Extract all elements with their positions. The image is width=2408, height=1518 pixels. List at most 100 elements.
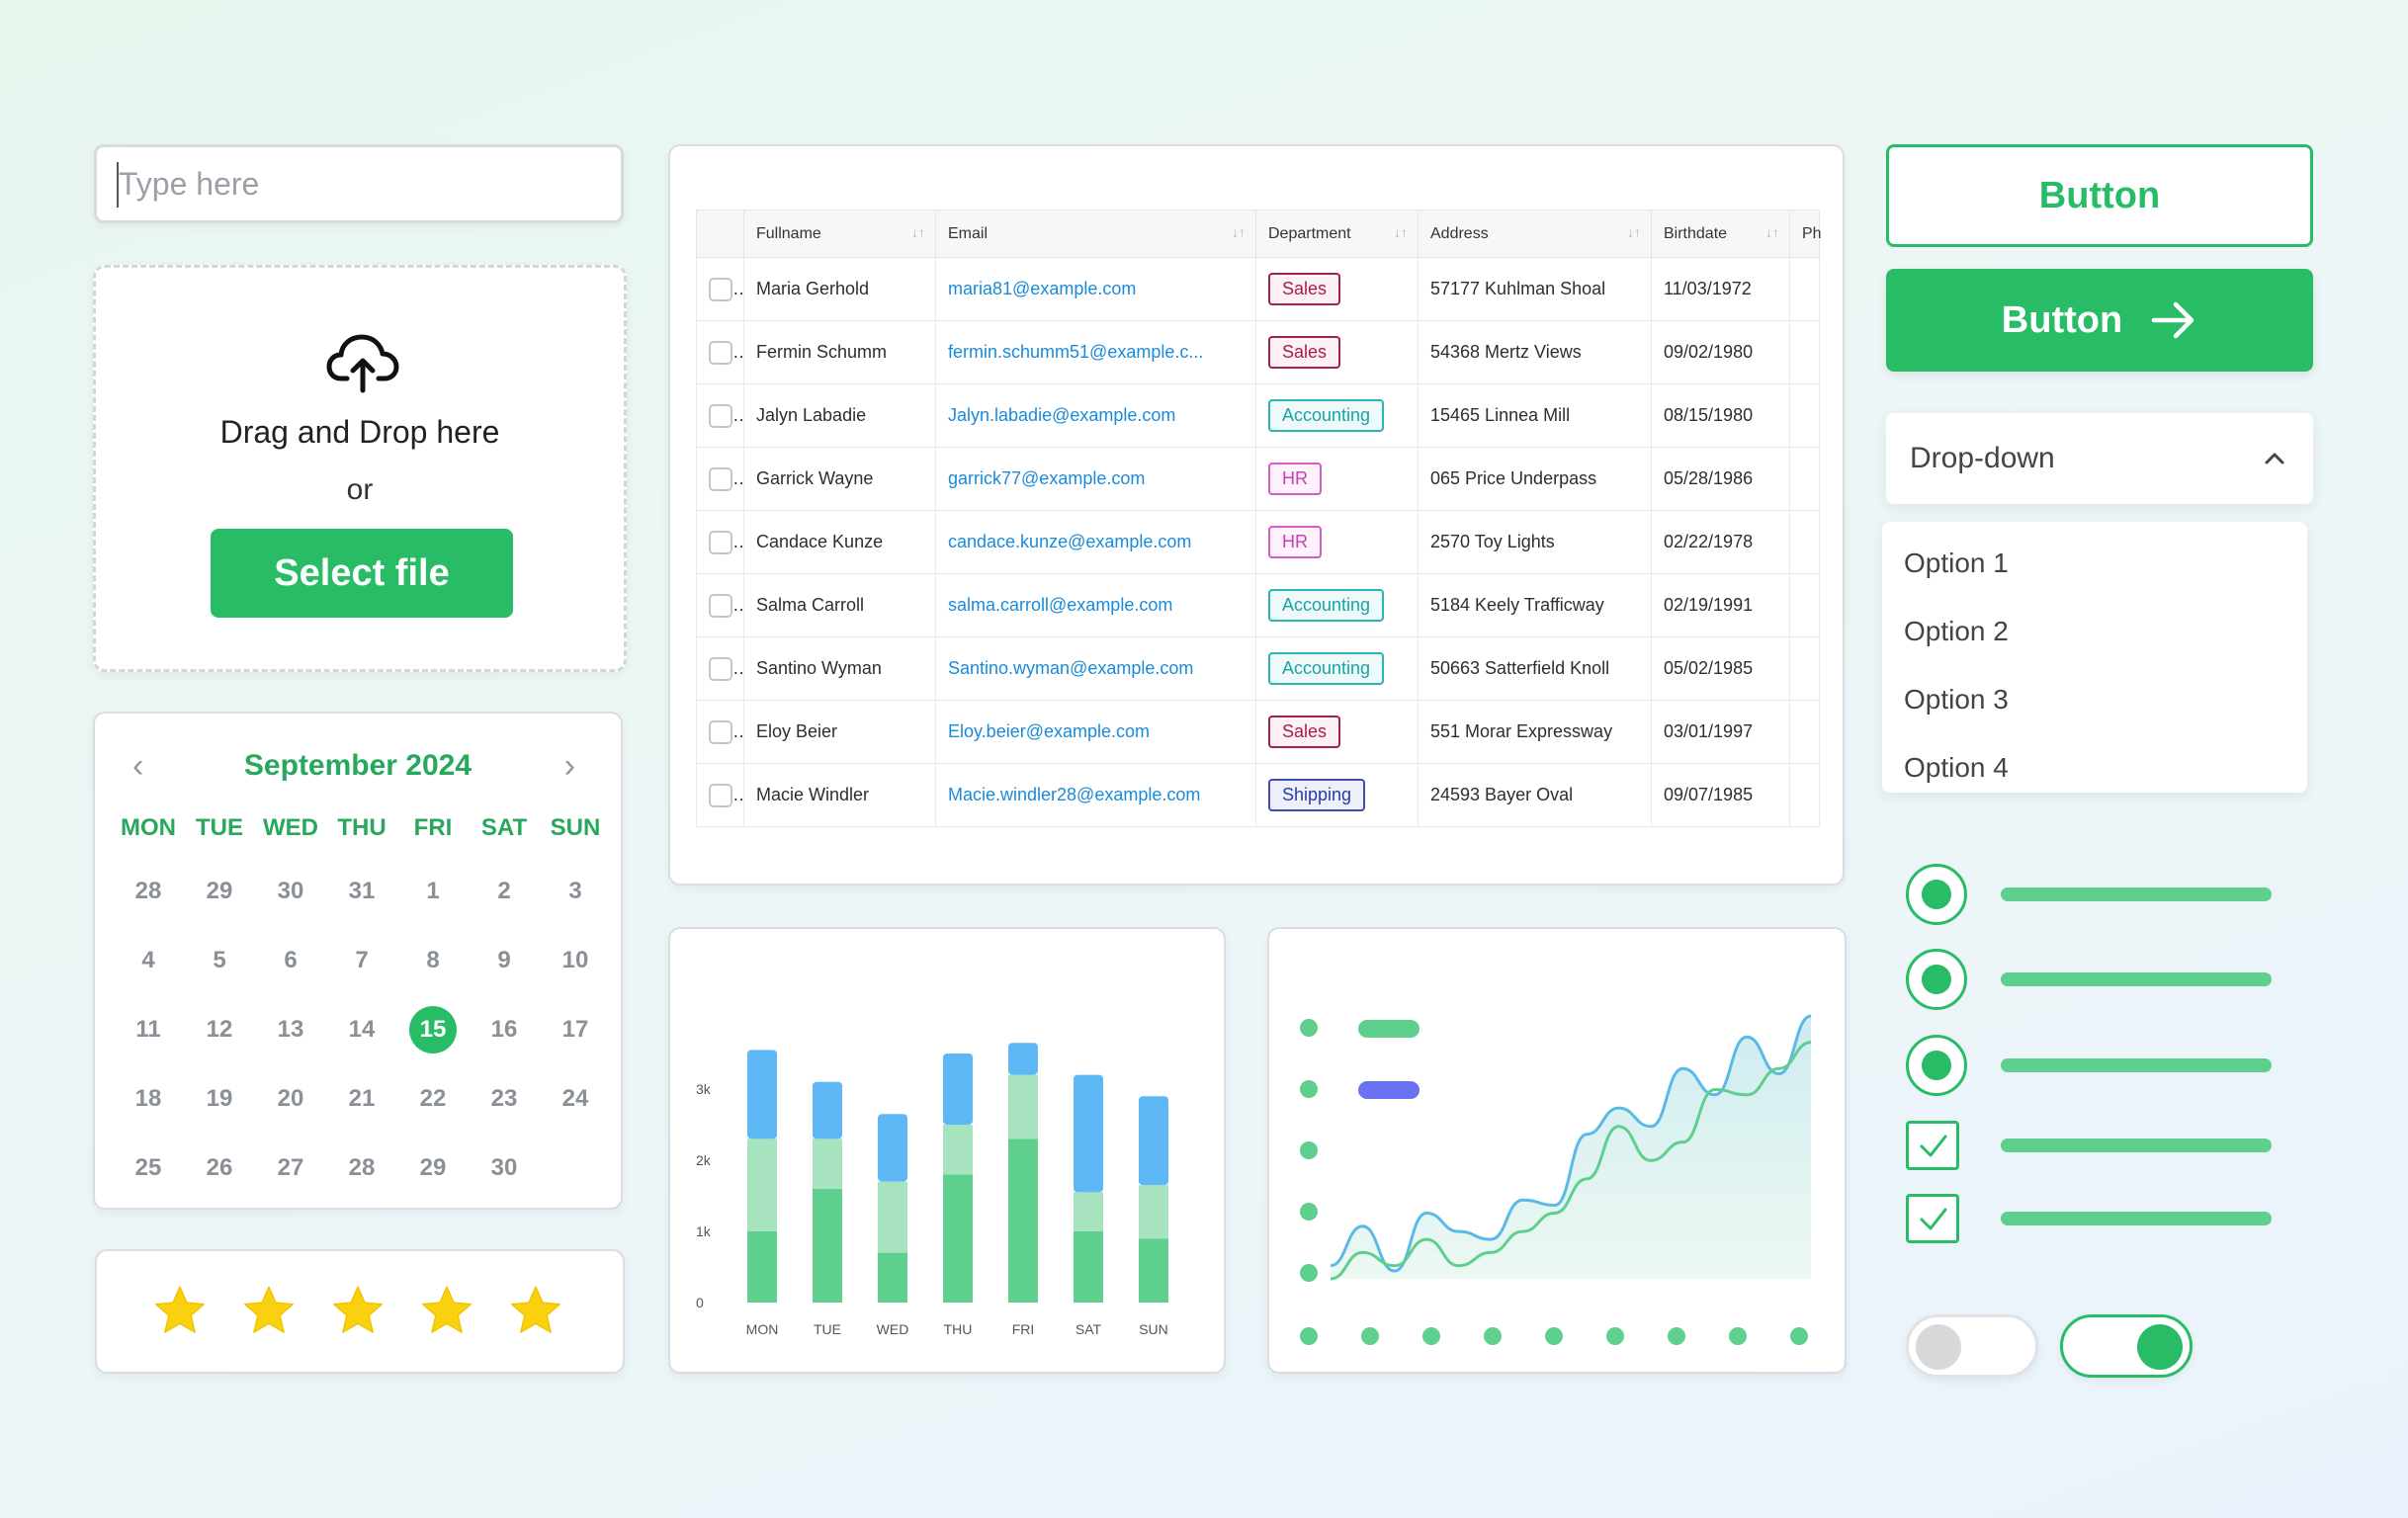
radio-button-selected[interactable]: [1906, 864, 1967, 925]
calendar-day[interactable]: 29: [419, 1154, 447, 1181]
calendar-day[interactable]: 28: [134, 878, 162, 904]
calendar-day[interactable]: 14: [348, 1016, 376, 1043]
calendar-day[interactable]: 18: [134, 1085, 162, 1112]
sort-icon[interactable]: ↓↑: [1765, 224, 1779, 240]
y-axis-dot: [1300, 1203, 1318, 1221]
table-row[interactable]: Salma Carroll salma.carroll@example.com Ac…: [696, 573, 1820, 637]
dropdown-menu: Option 1 Option 2 Option 3 Option 4: [1882, 522, 2307, 793]
calendar-day[interactable]: 3: [568, 878, 582, 904]
select-file-button[interactable]: Select file: [211, 529, 513, 618]
toggle-switch-on[interactable]: [2060, 1314, 2193, 1378]
table-row[interactable]: Maria Gerhold maria81@example.com Sales 571…: [696, 257, 1820, 321]
table-row[interactable]: Santino Wyman Santino.wyman@example.com Ac…: [696, 636, 1820, 701]
table-row[interactable]: Fermin Schumm fermin.schumm51@example.c..…: [696, 320, 1820, 384]
email-link[interactable]: Santino.wyman@example.com: [935, 636, 1256, 701]
radio-button-selected[interactable]: [1906, 1035, 1967, 1096]
sort-icon[interactable]: ↓↑: [1394, 224, 1408, 240]
calendar-day[interactable]: 17: [561, 1016, 589, 1043]
calendar-day[interactable]: 29: [206, 878, 233, 904]
row-checkbox[interactable]: [709, 783, 732, 807]
star-icon[interactable]: [508, 1283, 563, 1338]
table-row[interactable]: Garrick Wayne garrick77@example.com HR 065 …: [696, 447, 1820, 511]
row-checkbox[interactable]: [709, 403, 732, 428]
calendar-day[interactable]: 19: [206, 1085, 233, 1112]
column-header-email[interactable]: Email ↓↑: [935, 210, 1256, 258]
row-checkbox[interactable]: [709, 277, 732, 301]
email-link[interactable]: Eloy.beier@example.com: [935, 700, 1256, 764]
outline-button[interactable]: Button: [1886, 144, 2313, 247]
calendar-day[interactable]: 10: [561, 947, 589, 973]
row-checkbox[interactable]: [709, 530, 732, 554]
sort-icon[interactable]: ↓↑: [911, 224, 925, 240]
dropdown-option[interactable]: Option 3: [1904, 684, 2009, 715]
toggle-switch-off[interactable]: [1906, 1314, 2038, 1378]
calendar-day[interactable]: 27: [277, 1154, 304, 1181]
calendar-day[interactable]: 30: [277, 878, 304, 904]
calendar-day[interactable]: 24: [561, 1085, 589, 1112]
department-tag: Shipping: [1268, 779, 1366, 811]
email-link[interactable]: candace.kunze@example.com: [935, 510, 1256, 574]
star-icon[interactable]: [419, 1283, 474, 1338]
sort-icon[interactable]: ↓↑: [1232, 224, 1246, 240]
column-header-department[interactable]: Department ↓↑: [1255, 210, 1419, 258]
calendar-day[interactable]: 13: [277, 1016, 304, 1043]
calendar-day[interactable]: 2: [497, 878, 511, 904]
checkbox-checked[interactable]: [1906, 1194, 1959, 1243]
dropdown-option[interactable]: Option 2: [1904, 616, 2009, 646]
calendar-day[interactable]: 31: [348, 878, 376, 904]
calendar-day[interactable]: 12: [206, 1016, 233, 1043]
prev-month-icon[interactable]: ‹: [132, 747, 144, 785]
star-icon[interactable]: [241, 1283, 297, 1338]
calendar-day[interactable]: 1: [426, 878, 440, 904]
column-header-phone[interactable]: Ph: [1789, 210, 1822, 258]
row-checkbox[interactable]: [709, 340, 732, 365]
email-link[interactable]: fermin.schumm51@example.c...: [935, 320, 1256, 384]
calendar-day[interactable]: 23: [490, 1085, 518, 1112]
column-header-birthdate[interactable]: Birthdate ↓↑: [1651, 210, 1790, 258]
checkbox-checked[interactable]: [1906, 1121, 1959, 1170]
dropdown-select[interactable]: Drop-down: [1886, 413, 2313, 504]
table-row[interactable]: Macie Windler Macie.windler28@example.com…: [696, 763, 1820, 827]
phone-cell: [1789, 320, 1820, 384]
calendar-day[interactable]: 16: [490, 1016, 518, 1043]
calendar-day[interactable]: 21: [348, 1085, 376, 1112]
email-link[interactable]: salma.carroll@example.com: [935, 573, 1256, 637]
email-link[interactable]: Jalyn.labadie@example.com: [935, 383, 1256, 448]
star-icon[interactable]: [152, 1283, 208, 1338]
calendar-day[interactable]: 7: [355, 947, 369, 973]
calendar-day[interactable]: 20: [277, 1085, 304, 1112]
calendar-day[interactable]: 4: [141, 947, 155, 973]
next-month-icon[interactable]: ›: [563, 747, 575, 785]
table-row[interactable]: Candace Kunze candace.kunze@example.com HR…: [696, 510, 1820, 574]
table-row[interactable]: Jalyn Labadie Jalyn.labadie@example.com Ac…: [696, 383, 1820, 448]
calendar-day[interactable]: 26: [206, 1154, 233, 1181]
radio-button-selected[interactable]: [1906, 949, 1967, 1010]
sort-icon[interactable]: ↓↑: [1627, 224, 1641, 240]
text-input[interactable]: [94, 144, 624, 223]
email-link[interactable]: garrick77@example.com: [935, 447, 1256, 511]
column-header-fullname[interactable]: Fullname ↓↑: [743, 210, 936, 258]
dropdown-option[interactable]: Option 1: [1904, 548, 2009, 578]
row-checkbox[interactable]: [709, 719, 732, 744]
row-checkbox[interactable]: [709, 593, 732, 618]
column-header-address[interactable]: Address ↓↑: [1418, 210, 1652, 258]
calendar-day[interactable]: 9: [497, 947, 511, 973]
table-row[interactable]: Eloy Beier Eloy.beier@example.com Sales 551…: [696, 700, 1820, 764]
email-link[interactable]: maria81@example.com: [935, 257, 1256, 321]
file-upload-dropzone[interactable]: Drag and Drop here or Select file: [93, 265, 627, 672]
calendar-day[interactable]: 22: [419, 1085, 447, 1112]
calendar-day[interactable]: 5: [213, 947, 226, 973]
calendar-day[interactable]: 30: [490, 1154, 518, 1181]
dropdown-option[interactable]: Option 4: [1904, 752, 2009, 783]
email-link[interactable]: Macie.windler28@example.com: [935, 763, 1256, 827]
calendar-day[interactable]: 25: [134, 1154, 162, 1181]
calendar-day-selected[interactable]: 15: [409, 1006, 457, 1054]
star-icon[interactable]: [330, 1283, 386, 1338]
calendar-day[interactable]: 11: [135, 1016, 161, 1043]
primary-arrow-button[interactable]: Button: [1886, 269, 2313, 372]
row-checkbox[interactable]: [709, 656, 732, 681]
row-checkbox[interactable]: [709, 466, 732, 491]
calendar-day[interactable]: 8: [426, 947, 440, 973]
calendar-day[interactable]: 6: [284, 947, 298, 973]
calendar-day[interactable]: 28: [348, 1154, 376, 1181]
